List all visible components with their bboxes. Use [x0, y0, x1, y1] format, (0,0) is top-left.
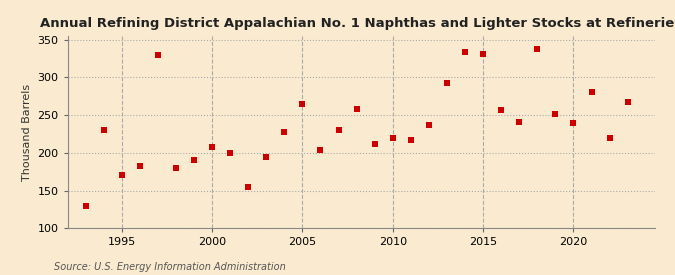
Point — [243, 185, 254, 189]
Point — [514, 120, 524, 124]
Point — [550, 112, 561, 116]
Point — [171, 166, 182, 170]
Point — [604, 136, 615, 140]
Point — [188, 158, 199, 163]
Point — [225, 150, 236, 155]
Title: Annual Refining District Appalachian No. 1 Naphthas and Lighter Stocks at Refine: Annual Refining District Appalachian No.… — [40, 17, 675, 31]
Point — [315, 148, 326, 152]
Point — [261, 154, 271, 159]
Point — [297, 101, 308, 106]
Point — [351, 107, 362, 111]
Point — [116, 173, 127, 178]
Point — [80, 204, 91, 208]
Point — [622, 100, 633, 104]
Point — [478, 52, 489, 56]
Point — [495, 108, 506, 113]
Point — [153, 53, 163, 57]
Y-axis label: Thousand Barrels: Thousand Barrels — [22, 83, 32, 181]
Point — [99, 128, 109, 132]
Point — [207, 145, 217, 150]
Point — [369, 142, 380, 147]
Point — [423, 123, 434, 127]
Point — [586, 90, 597, 95]
Point — [568, 120, 579, 125]
Point — [279, 130, 290, 134]
Point — [333, 128, 344, 132]
Text: Source: U.S. Energy Information Administration: Source: U.S. Energy Information Administ… — [54, 262, 286, 272]
Point — [134, 164, 145, 169]
Point — [406, 138, 416, 142]
Point — [532, 47, 543, 51]
Point — [441, 81, 452, 86]
Point — [387, 136, 398, 140]
Point — [460, 50, 470, 54]
